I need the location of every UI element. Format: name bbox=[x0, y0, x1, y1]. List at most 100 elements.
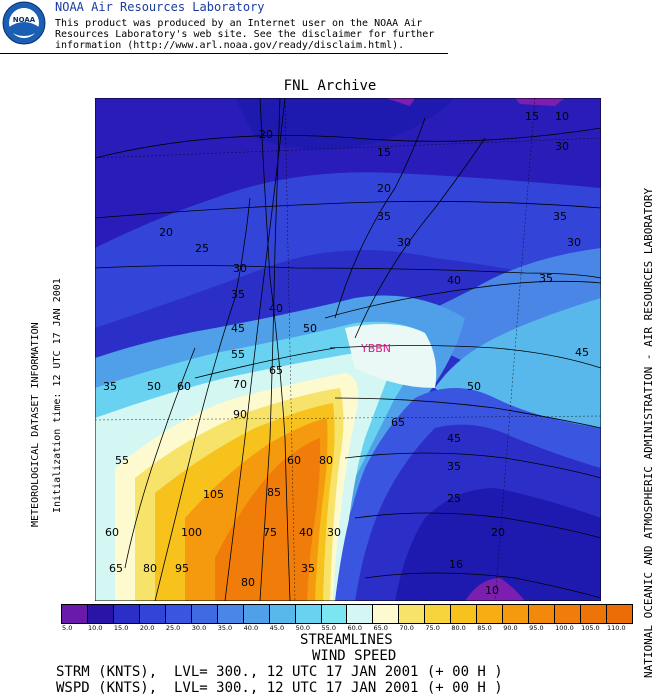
band-dark-top bbox=[235, 98, 455, 150]
contour-label: 100 bbox=[181, 526, 202, 539]
streamline bbox=[259, 97, 281, 602]
streamline bbox=[194, 347, 336, 379]
left-metadata: METEOROLOGICAL DATASET INFORMATION Initi… bbox=[30, 265, 63, 535]
lab-title[interactable]: NOAA Air Resources Laboratory bbox=[55, 0, 265, 14]
contour-label: 105 bbox=[203, 488, 224, 501]
contour-label: 40 bbox=[269, 302, 283, 315]
contour-label: 95 bbox=[175, 562, 189, 575]
contour-label: 50 bbox=[467, 380, 481, 393]
contour-label: 30 bbox=[233, 262, 247, 275]
footer-strm: STRM (KNTS), LVL= 300., 12 UTC 17 JAN 20… bbox=[56, 664, 503, 680]
logo-text: NOAA bbox=[13, 16, 36, 24]
streamline bbox=[224, 97, 286, 602]
contour-label: 45 bbox=[447, 432, 461, 445]
colorbar-label: 70.0 bbox=[399, 624, 414, 632]
colorbar-label: 45.0 bbox=[269, 624, 285, 632]
colorbar-label: 100.0 bbox=[555, 624, 574, 632]
contour-label: 85 bbox=[267, 486, 281, 499]
purple-top-1 bbox=[385, 98, 415, 106]
contour-label: 20 bbox=[259, 128, 273, 141]
colorbar-label: 60.0 bbox=[347, 624, 362, 632]
contour-label: 30 bbox=[397, 236, 411, 249]
colorbar-label: 25.0 bbox=[165, 624, 181, 632]
contour-label: 65 bbox=[391, 416, 405, 429]
streamline bbox=[324, 280, 602, 319]
contour-label: 65 bbox=[109, 562, 123, 575]
contour-label: 35 bbox=[553, 210, 567, 223]
colorbar-swatch bbox=[320, 604, 348, 624]
colorbar-swatch bbox=[190, 604, 218, 624]
colorbar-swatch bbox=[138, 604, 166, 624]
colorbar-label: 85.0 bbox=[477, 624, 492, 632]
colorbar-swatch bbox=[216, 604, 244, 624]
contour-label: 35 bbox=[301, 562, 315, 575]
streamline bbox=[364, 572, 602, 599]
contour-label: 80 bbox=[319, 454, 333, 467]
streamline bbox=[334, 397, 602, 429]
map-svg: 15 10 30 15 20 20 35 20 35 30 25 30 30 4… bbox=[94, 97, 602, 602]
colorbar-swatch bbox=[164, 604, 192, 624]
header: NOAA NOAA Air Resources Laboratory This … bbox=[0, 0, 448, 56]
contour-label: 80 bbox=[143, 562, 157, 575]
colorbar-label: 65.0 bbox=[373, 624, 388, 632]
streamline bbox=[94, 200, 602, 219]
contour-label: 30 bbox=[327, 526, 341, 539]
contour-labels: 15 10 30 15 20 20 35 20 35 30 25 30 30 4… bbox=[103, 110, 589, 597]
purple-bottom bbox=[465, 578, 525, 601]
contour-label: 10 bbox=[485, 584, 499, 597]
streamline bbox=[94, 127, 602, 159]
colorbar-label: 110.0 bbox=[607, 624, 626, 632]
contour-label: 70 bbox=[233, 378, 247, 391]
metadata-line2: Initialization time: 12 UTC 17 JAN 2001 bbox=[52, 278, 63, 513]
footer-wspd: WSPD (KNTS), LVL= 300., 12 UTC 17 JAN 20… bbox=[56, 680, 503, 696]
contour-label: 60 bbox=[105, 526, 119, 539]
colorbar-swatch bbox=[424, 604, 452, 624]
streamline bbox=[124, 347, 196, 569]
attribution-text: NATIONAL OCEANIC AND ATMOSPHERIC ADMINIS… bbox=[642, 187, 655, 678]
contour-label: 20 bbox=[491, 526, 505, 539]
contour-label: 40 bbox=[447, 274, 461, 287]
colorbar-swatch bbox=[294, 604, 322, 624]
colorbar-labels: 5.0 10.0 15.0 20.0 25.0 30.0 35.0 40.0 45.0 50.0 5… bbox=[56, 624, 646, 636]
contour-label: 25 bbox=[195, 242, 209, 255]
contour-label: 50 bbox=[303, 322, 317, 335]
colorbar-swatch bbox=[112, 604, 140, 624]
colorbar-label: 80.0 bbox=[451, 624, 466, 632]
map-title: FNL Archive bbox=[283, 78, 377, 94]
contour-label: 30 bbox=[555, 140, 569, 153]
contour-label: 35 bbox=[103, 380, 117, 393]
contour-label: 10 bbox=[555, 110, 569, 123]
station-label: YBBN bbox=[360, 342, 391, 355]
wind-speed-map: 15 10 30 15 20 20 35 20 35 30 25 30 30 4… bbox=[94, 97, 602, 602]
colorbar-label: 30.0 bbox=[191, 624, 207, 632]
colorbar-swatch bbox=[242, 604, 270, 624]
contour-label: 50 bbox=[147, 380, 161, 393]
metadata-line1: METEOROLOGICAL DATASET INFORMATION bbox=[30, 322, 41, 527]
contour-label: 35 bbox=[377, 210, 391, 223]
pale-blob bbox=[345, 324, 437, 388]
contour-label: 60 bbox=[287, 454, 301, 467]
gridline bbox=[494, 97, 536, 602]
streamline bbox=[334, 117, 426, 319]
streamline bbox=[94, 265, 602, 279]
footer-streamlines: STREAMLINES bbox=[300, 632, 393, 648]
contour-label: 40 bbox=[299, 526, 313, 539]
contour-label: 20 bbox=[159, 226, 173, 239]
footer-wind-speed: WIND SPEED bbox=[312, 648, 397, 664]
contour-label: 55 bbox=[231, 348, 245, 361]
contour-label: 75 bbox=[263, 526, 277, 539]
colorbar-swatch bbox=[528, 604, 556, 624]
contour-label: 90 bbox=[233, 408, 247, 421]
colorbar-label: 10.0 bbox=[87, 624, 103, 632]
colorbar-label: 35.0 bbox=[217, 624, 233, 632]
contour-label: 20 bbox=[377, 182, 391, 195]
streamlines bbox=[94, 97, 602, 602]
colorbar-label: 105.0 bbox=[581, 624, 600, 632]
gridline bbox=[94, 415, 602, 421]
contour-label: 45 bbox=[231, 322, 245, 335]
header-rule bbox=[0, 53, 448, 54]
colorbar-swatch bbox=[372, 604, 400, 624]
colorbar-label: 75.0 bbox=[425, 624, 440, 632]
colorbar-label: 20.0 bbox=[139, 624, 155, 632]
colorbar-label: 40.0 bbox=[243, 624, 259, 632]
